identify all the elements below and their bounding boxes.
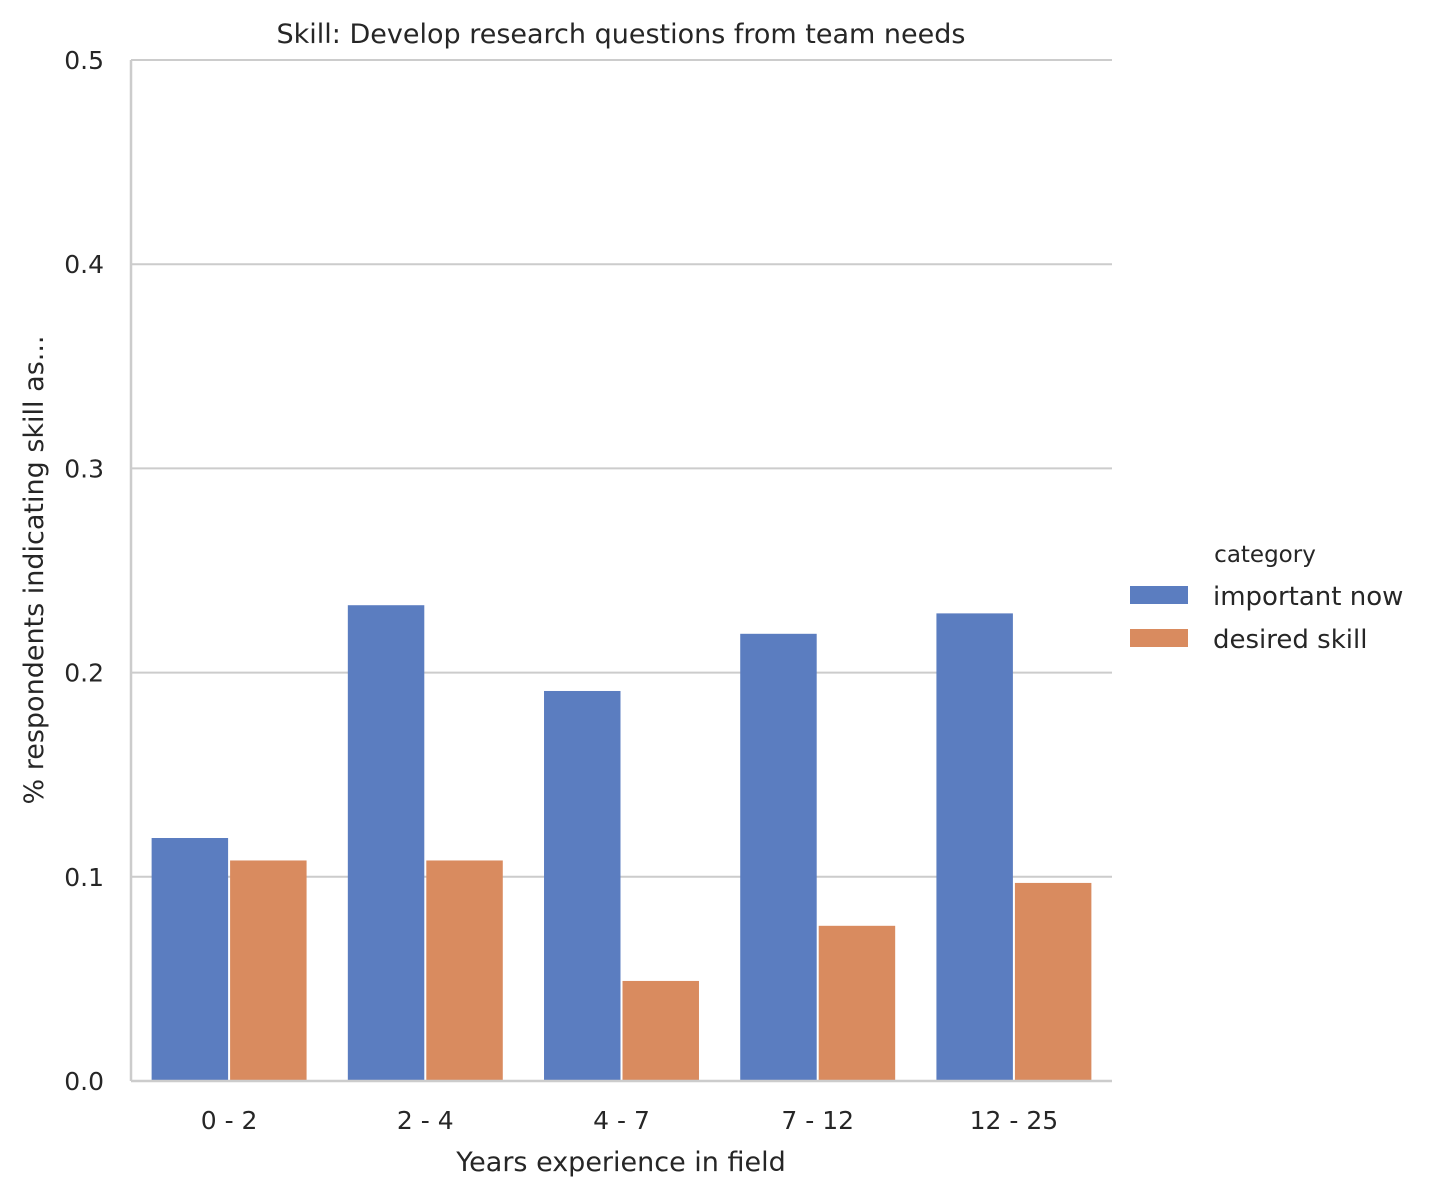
bar-desired-skill-0 <box>230 860 307 1081</box>
bar-important-now-1 <box>347 605 425 1081</box>
bar-important-now-3 <box>740 633 817 1081</box>
y-tick-label: 0.3 <box>64 454 104 483</box>
bar-important-now-0 <box>151 838 229 1081</box>
legend-title: category <box>1214 542 1316 568</box>
y-tick-label: 0.0 <box>64 1067 104 1096</box>
x-tick-label: 7 - 12 <box>781 1106 854 1135</box>
y-tick-label: 0.4 <box>64 250 104 279</box>
x-tick-label: 2 - 4 <box>397 1106 454 1135</box>
y-tick-label: 0.2 <box>64 659 104 688</box>
bar-desired-skill-2 <box>622 980 699 1081</box>
y-tick-labels: 0.0 0.1 0.2 0.3 0.4 0.5 <box>64 46 104 1096</box>
legend-label: desired skill <box>1213 625 1367 655</box>
bar-important-now-2 <box>544 690 621 1081</box>
legend: category important now desired skill <box>1130 542 1403 655</box>
bar-desired-skill-1 <box>426 860 503 1081</box>
bars <box>151 605 1092 1081</box>
bar-important-now-4 <box>936 613 1013 1081</box>
x-tick-label: 12 - 25 <box>970 1106 1059 1135</box>
legend-label: important now <box>1213 582 1403 612</box>
bar-desired-skill-4 <box>1014 882 1092 1081</box>
x-tick-labels: 0 - 2 2 - 4 4 - 7 7 - 12 12 - 25 <box>201 1106 1058 1135</box>
chart-title: Skill: Develop research questions from t… <box>277 19 966 50</box>
x-axis-title: Years experience in field <box>455 1147 786 1178</box>
y-axis-title: % respondents indicating skill as... <box>19 335 50 804</box>
legend-swatch <box>1130 586 1188 604</box>
y-tick-label: 0.5 <box>64 46 104 75</box>
bar-desired-skill-3 <box>818 925 896 1081</box>
x-tick-label: 0 - 2 <box>201 1106 258 1135</box>
legend-swatch <box>1130 629 1188 647</box>
y-tick-label: 0.1 <box>64 863 104 892</box>
x-tick-label: 4 - 7 <box>593 1106 650 1135</box>
